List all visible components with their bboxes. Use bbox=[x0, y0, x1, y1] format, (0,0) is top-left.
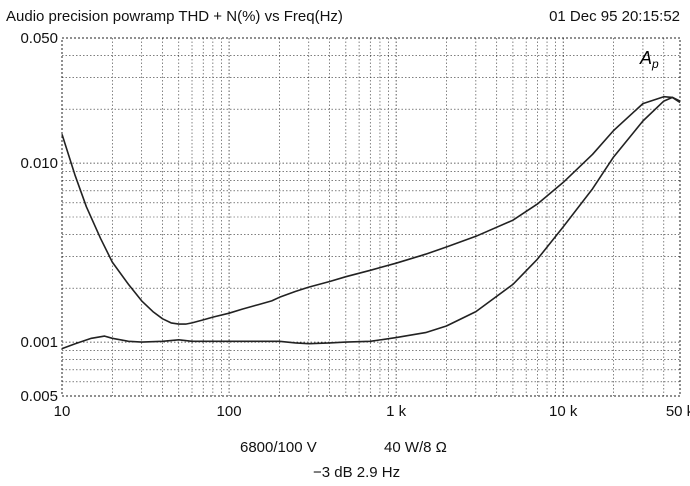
footer-power: 40 W/8 Ω bbox=[384, 439, 447, 456]
x-tick-label: 100 bbox=[217, 403, 242, 420]
footer-cutoff: −3 dB 2.9 Hz bbox=[313, 464, 401, 481]
grid bbox=[62, 38, 680, 396]
series-line-1 bbox=[61, 95, 681, 325]
footer-voltage: 6800/100 V bbox=[240, 439, 317, 456]
y-tick-label: 0.050 bbox=[20, 30, 58, 47]
x-tick-label: 10 bbox=[54, 403, 71, 420]
y-tick-label: 0.005 bbox=[20, 388, 58, 405]
x-tick-label: 10 k bbox=[549, 403, 578, 420]
ap-logo: Ap bbox=[639, 48, 659, 71]
tick-labels: 10 100 1 k 10 k 50 k 0.050 0.010 0.001 0.005 bbox=[20, 30, 690, 420]
series-line-2 bbox=[61, 96, 681, 350]
chart-title: Audio precision powramp THD + N(%) vs Fr… bbox=[6, 8, 343, 25]
series-lines bbox=[61, 95, 681, 350]
y-tick-label: 0.010 bbox=[20, 155, 58, 172]
x-tick-label: 1 k bbox=[386, 403, 407, 420]
plot-frame bbox=[61, 37, 681, 397]
x-tick-label: 50 k bbox=[666, 403, 690, 420]
y-tick-label: 0.001 bbox=[20, 334, 58, 351]
timestamp: 01 Dec 95 20:15:52 bbox=[549, 8, 680, 25]
